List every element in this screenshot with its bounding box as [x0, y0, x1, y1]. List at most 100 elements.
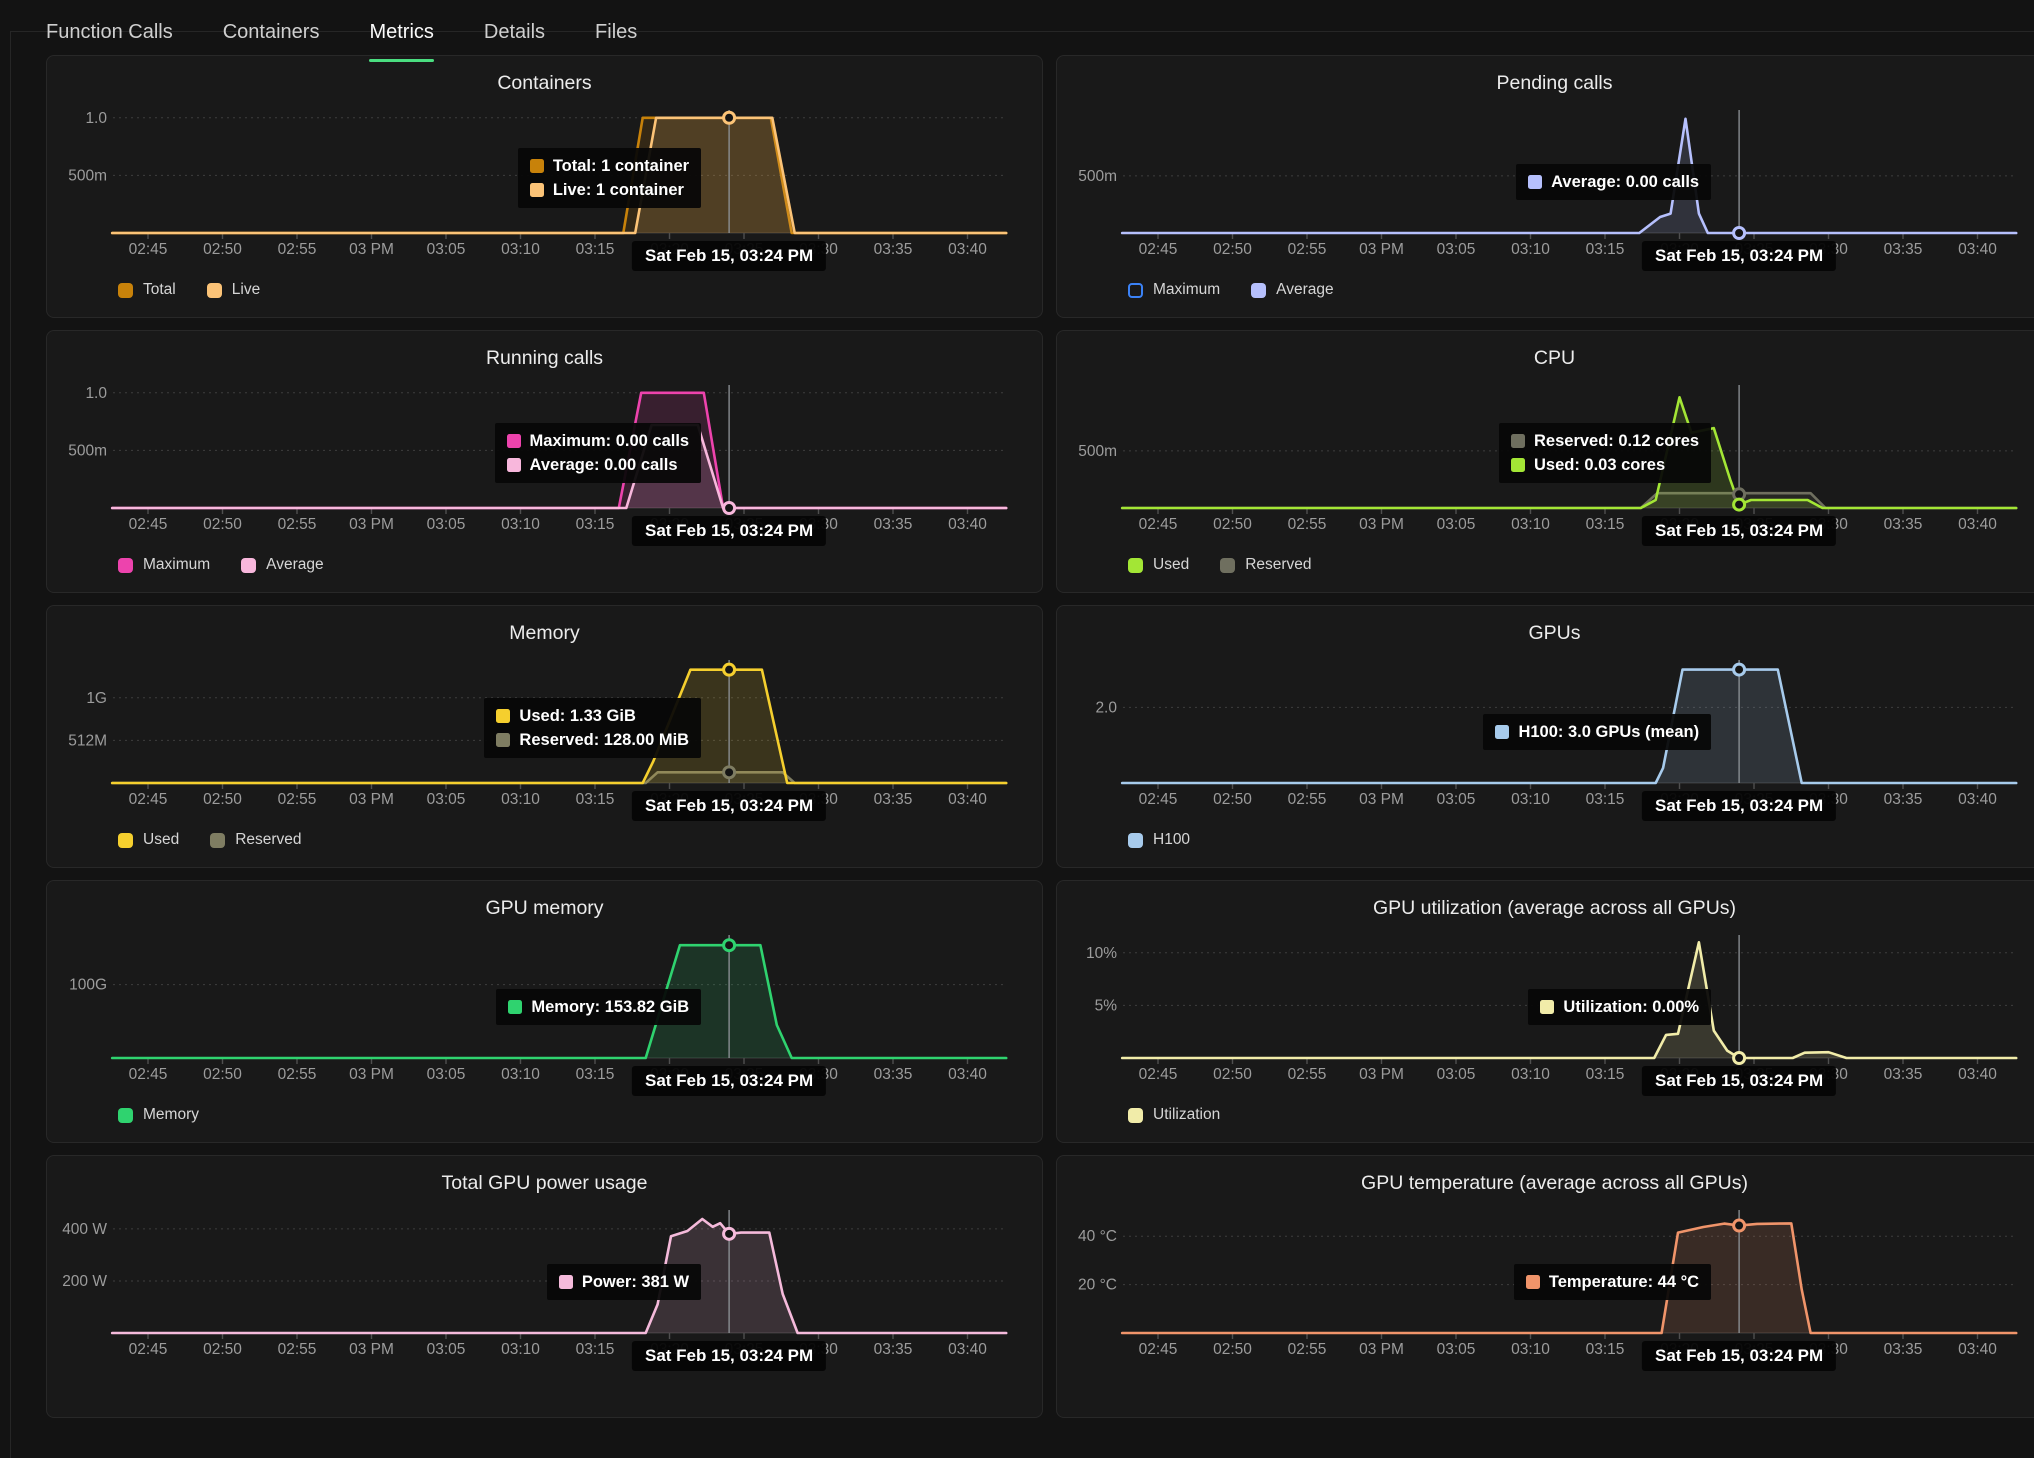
tab-files[interactable]: Files: [595, 21, 638, 43]
crosshair-date-tooltip: Sat Feb 15, 03:24 PM: [1642, 516, 1837, 546]
chart-card-gpus: GPUs 2.0 02:45 02:50 02:55 03 PM 03:05 03:10 03:…: [1056, 605, 2034, 868]
legend-item-utilization[interactable]: Utilization: [1128, 1106, 1220, 1124]
series-line-utilization: [1120, 941, 2018, 1060]
legend-item-used[interactable]: Used: [118, 831, 179, 849]
x-tick-label: 03:35: [874, 516, 913, 533]
x-tick-label: 02:55: [1288, 241, 1327, 258]
legend-item-memory[interactable]: Memory: [118, 1106, 199, 1124]
x-tick-label: 03:40: [948, 241, 987, 258]
x-tick-label: 03:40: [1958, 1066, 1997, 1083]
legend-label: Average: [266, 556, 324, 573]
crosshair-date-tooltip: Sat Feb 15, 03:24 PM: [1642, 1066, 1837, 1096]
chart-plot-containers[interactable]: 1.0 500m 02:45 02:50 02:55 03 PM 03:05 03:10 03:…: [47, 94, 1042, 274]
chart-plot-gpu-utilization[interactable]: 10% 5% 02:45 02:50 02:55 03 PM 03:05 03:10 03:15…: [1057, 919, 2034, 1099]
tab-function-calls[interactable]: Function Calls: [46, 21, 173, 43]
legend-item-average[interactable]: Average: [241, 556, 324, 574]
hover-marker: [722, 938, 737, 953]
y-tick-label: 500m: [1078, 443, 1117, 460]
tooltip-series-value: Power: 381 W: [581, 1273, 690, 1291]
legend-label: Reserved: [235, 831, 302, 848]
legend-item-average[interactable]: Average: [1251, 281, 1334, 299]
x-tick-label: 03:40: [948, 791, 987, 808]
tooltip-row: Used: 0.03 cores: [1511, 456, 1699, 474]
legend-item-maximum[interactable]: Maximum: [118, 556, 210, 574]
x-tick-label: 03:10: [1511, 791, 1550, 808]
tooltip-series-swatch: [506, 434, 521, 448]
hover-marker: [722, 765, 737, 780]
chart-plot-cpu[interactable]: 500m 02:45 02:50 02:55 03 PM 03:05 03:10 03:15 0…: [1057, 369, 2034, 549]
x-tick-label: 03 PM: [349, 516, 394, 533]
legend-item-reserved[interactable]: Reserved: [210, 831, 302, 849]
tooltip-series-value: Average: 0.00 calls: [1551, 173, 1700, 191]
x-tick-label: 02:55: [1288, 516, 1327, 533]
chart-card-gpu-power: Total GPU power usage 400 W 200 W 02:45 02:5…: [46, 1155, 1043, 1418]
y-tick-label: 10%: [1086, 945, 1117, 962]
chart-title-containers: Containers: [497, 72, 592, 94]
legend-label: Live: [231, 281, 261, 298]
chart-title-memory: Memory: [509, 622, 580, 644]
x-tick-label: 03 PM: [349, 791, 394, 808]
chart-card-pending-calls: Pending calls 500m 02:45 02:50 02:55 03 PM 03:…: [1056, 55, 2034, 318]
series-area-h100: [1122, 669, 2017, 783]
chart-tooltip-gpu-utilization: Utilization: 0.00%: [1528, 989, 1712, 1025]
series-area-reserved: [1122, 493, 2017, 508]
x-tick-label: 03:05: [1437, 516, 1476, 533]
x-tick-label: 03:10: [501, 791, 540, 808]
x-tick-label: 03 PM: [349, 1066, 394, 1083]
legend-item-reserved[interactable]: Reserved: [1220, 556, 1312, 574]
legend-item-used[interactable]: Used: [1128, 556, 1189, 574]
x-tick-label: 02:45: [1139, 241, 1178, 258]
series-line-live: [110, 116, 1008, 235]
tab-details[interactable]: Details: [483, 21, 546, 43]
legend-swatch: [210, 832, 226, 848]
series-line-used: [1120, 396, 2018, 510]
tooltip-row: Reserved: 0.12 cores: [1511, 432, 1699, 450]
chart-tooltip-gpu-temperature: Temperature: 44 °C: [1513, 1264, 1712, 1300]
legend-swatch: [1128, 557, 1143, 573]
tooltip-series-swatch: [529, 159, 544, 173]
tooltip-row: Power: 381 W: [558, 1273, 690, 1291]
legend-item-live[interactable]: Live: [206, 281, 261, 299]
tooltip-series-swatch: [1540, 1000, 1555, 1014]
tooltip-series-swatch: [1525, 1275, 1540, 1289]
x-tick-label: 03:15: [576, 516, 615, 533]
tab-containers[interactable]: Containers: [222, 21, 320, 43]
legend-item-total[interactable]: Total: [118, 281, 176, 299]
chart-plot-running-calls[interactable]: 1.0 500m 02:45 02:50 02:55 03 PM 03:05 03:10 03:…: [47, 369, 1042, 549]
chart-tooltip-running-calls: Maximum: 0.00 calls Average: 0.00 calls: [494, 423, 702, 483]
chart-title-gpu-temperature: GPU temperature (average across all GPUs…: [1361, 1172, 1748, 1194]
x-tick-label: 03:15: [1586, 791, 1625, 808]
tooltip-row: H100: 3.0 GPUs (mean): [1495, 723, 1699, 741]
x-tick-label: 02:45: [1139, 1066, 1178, 1083]
chart-legend-memory: Used Reserved: [118, 831, 1042, 849]
crosshair-date-tooltip: Sat Feb 15, 03:24 PM: [632, 1341, 827, 1371]
legend-swatch: [206, 282, 222, 298]
hover-marker: [1732, 662, 1747, 677]
x-tick-label: 02:55: [1288, 1066, 1327, 1083]
legend-item-maximum[interactable]: Maximum: [1128, 281, 1220, 299]
x-tick-label: 03:05: [427, 516, 466, 533]
x-tick-label: 03:10: [501, 516, 540, 533]
tab-metrics[interactable]: Metrics: [369, 21, 435, 62]
x-tick-label: 03 PM: [1359, 791, 1404, 808]
hover-marker: [1732, 497, 1747, 512]
legend-label: Reserved: [1245, 556, 1312, 573]
crosshair-date-tooltip: Sat Feb 15, 03:24 PM: [1642, 241, 1837, 271]
chart-tooltip-cpu: Reserved: 0.12 cores Used: 0.03 cores: [1499, 423, 1712, 483]
chart-title-gpu-utilization: GPU utilization (average across all GPUs…: [1372, 897, 1737, 919]
x-tick-label: 02:50: [1213, 791, 1252, 808]
metrics-dashboard: { "tabs": { "active_underline_color": "#…: [0, 21, 2034, 1458]
x-tick-label: 03:35: [1884, 516, 1923, 533]
legend-swatch: [118, 557, 133, 573]
hover-marker: [1732, 1218, 1747, 1233]
x-tick-label: 03:15: [1586, 516, 1625, 533]
tooltip-row: Memory: 153.82 GiB: [508, 998, 689, 1016]
tooltip-series-swatch: [1528, 175, 1543, 189]
tooltip-series-value: Temperature: 44 °C: [1548, 1273, 1700, 1291]
x-tick-label: 03:05: [427, 241, 466, 258]
x-tick-label: 03:15: [1586, 1066, 1625, 1083]
hover-marker: [722, 662, 737, 677]
legend-item-h100[interactable]: H100: [1128, 831, 1190, 849]
chart-card-cpu: CPU 500m 02:45 02:50 02:55 03 PM 03:05 03:10 03:…: [1056, 330, 2034, 593]
